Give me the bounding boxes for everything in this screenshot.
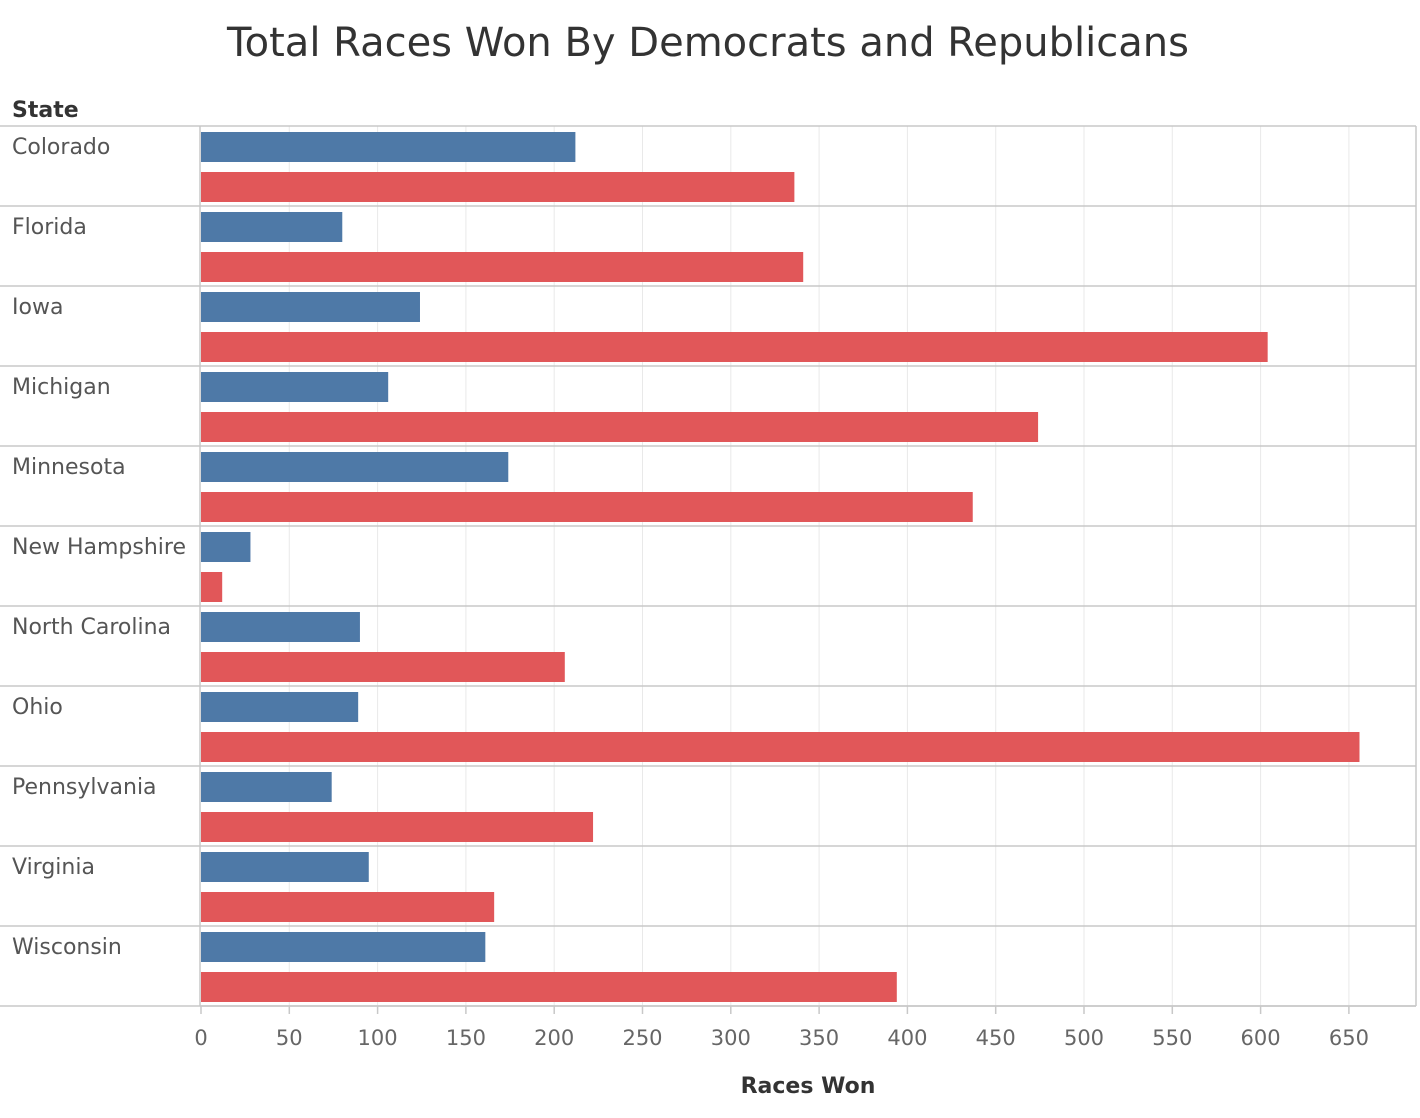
category-label: Pennsylvania (12, 775, 157, 800)
bar-blue (201, 132, 576, 162)
category-label: New Hampshire (12, 535, 186, 560)
x-tick-label: 150 (446, 1026, 486, 1050)
bar-blue (201, 612, 360, 642)
category-label: Ohio (12, 695, 63, 720)
bar-blue (201, 452, 509, 482)
x-tick-label: 50 (276, 1026, 303, 1050)
bar-red (201, 252, 804, 282)
category-label: Virginia (12, 855, 95, 880)
bar-blue (201, 372, 389, 402)
bar-red (201, 732, 1360, 762)
bar-red (201, 972, 897, 1002)
chart-title: Total Races Won By Democrats and Republi… (226, 20, 1189, 66)
x-tick-label: 550 (1152, 1026, 1192, 1050)
bar-red (201, 412, 1039, 442)
bar-red (201, 172, 795, 202)
category-label: Wisconsin (12, 935, 122, 960)
x-tick-label: 300 (711, 1026, 751, 1050)
category-labels: Colorado Florida Iowa Michigan Minnesota New … (12, 135, 186, 960)
bar-blue (201, 852, 369, 882)
x-tick-label: 350 (799, 1026, 839, 1050)
x-tick-label: 400 (887, 1026, 927, 1050)
x-axis-ticks: 0 50 100 150 200 250 300 350 400 450 500 550 600 650 (194, 1006, 1369, 1050)
bar-blue (201, 772, 332, 802)
bar-red (201, 652, 565, 682)
bar-red (201, 572, 223, 602)
bar-red (201, 492, 973, 522)
x-tick-label: 0 (194, 1026, 207, 1050)
x-tick-label: 450 (976, 1026, 1016, 1050)
category-label: Michigan (12, 375, 111, 400)
x-tick-label: 650 (1329, 1026, 1369, 1050)
bar-red (201, 332, 1268, 362)
bar-blue (201, 532, 251, 562)
category-label: Iowa (12, 295, 63, 320)
bar-blue (201, 212, 343, 242)
category-label: Florida (12, 215, 87, 240)
x-axis-title: Races Won (741, 1074, 876, 1099)
bar-red (201, 812, 594, 842)
bars (201, 132, 1360, 1002)
bar-blue (201, 932, 486, 962)
x-tick-label: 500 (1064, 1026, 1104, 1050)
x-tick-label: 200 (534, 1026, 574, 1050)
bar-blue (201, 292, 420, 322)
bar-red (201, 892, 495, 922)
x-tick-label: 600 (1241, 1026, 1281, 1050)
category-label: Minnesota (12, 455, 126, 480)
x-tick-label: 250 (622, 1026, 662, 1050)
category-label: Colorado (12, 135, 110, 160)
bar-blue (201, 692, 359, 722)
row-header: State (12, 98, 79, 123)
category-label: North Carolina (12, 615, 171, 640)
x-tick-label: 100 (358, 1026, 398, 1050)
